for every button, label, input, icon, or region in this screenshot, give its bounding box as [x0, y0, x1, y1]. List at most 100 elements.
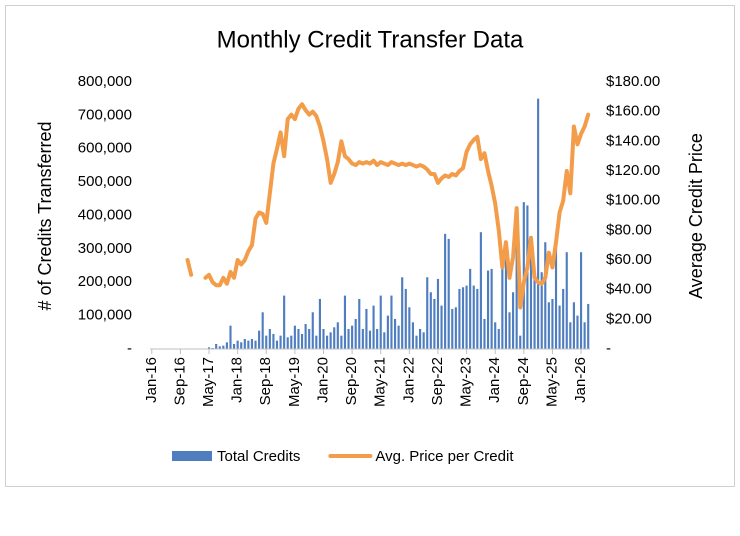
bar	[340, 335, 343, 349]
bar	[293, 325, 296, 349]
x-tick-label: Jan-22	[400, 357, 417, 403]
bar	[533, 275, 536, 349]
bar	[504, 248, 508, 349]
bar	[383, 332, 386, 349]
y2-axis-title: Average Credit Price	[686, 133, 706, 299]
legend-label: Total Credits	[217, 448, 300, 465]
bar	[426, 277, 429, 349]
bar	[386, 315, 389, 349]
y-tick-label: 300,000	[78, 240, 132, 257]
bar	[551, 298, 554, 349]
y-tick-label: -	[127, 340, 132, 357]
bar	[529, 242, 533, 349]
bar	[554, 242, 558, 349]
bar	[275, 340, 279, 349]
bar	[415, 335, 418, 349]
bar	[232, 343, 236, 349]
bar	[408, 307, 411, 349]
bar	[265, 335, 268, 349]
bar	[240, 342, 243, 349]
bar	[243, 338, 246, 349]
bar	[286, 337, 289, 349]
bar	[444, 233, 447, 349]
x-tick-label: Jan-26	[572, 357, 589, 403]
bar	[229, 325, 232, 349]
x-tick-label: Jan-24	[486, 357, 503, 403]
bar	[469, 268, 472, 349]
x-tick-label: Sep-24	[515, 357, 532, 405]
bar	[454, 307, 457, 349]
bar	[343, 295, 347, 349]
chart-title: Monthly Credit Transfer Data	[217, 26, 524, 53]
bar	[354, 318, 357, 349]
bar	[372, 305, 375, 349]
bar	[283, 295, 286, 349]
bar	[515, 238, 518, 349]
x-tick-label: Sep-20	[343, 357, 360, 405]
bar	[397, 325, 400, 349]
bar	[537, 98, 540, 349]
bar	[318, 298, 321, 349]
bar	[336, 322, 339, 349]
bar	[576, 315, 579, 349]
y2-tick-label: $40.00	[606, 281, 652, 298]
bar	[458, 288, 461, 349]
bar	[436, 278, 440, 349]
bar	[351, 325, 354, 349]
bar	[361, 328, 364, 349]
bar	[569, 322, 572, 349]
bar	[333, 327, 336, 349]
y2-tick-label: $60.00	[606, 251, 652, 268]
bar	[583, 322, 586, 349]
bar	[411, 322, 414, 349]
bar	[215, 343, 218, 349]
bar	[258, 330, 261, 349]
bar	[508, 312, 511, 349]
bar	[540, 272, 543, 349]
bar	[390, 295, 393, 349]
bar	[451, 308, 454, 349]
bar	[419, 328, 422, 349]
bar	[476, 288, 479, 349]
bar	[326, 335, 329, 349]
x-tick-label: Jan-16	[143, 357, 160, 403]
bar	[486, 270, 490, 349]
bar	[272, 333, 275, 349]
x-tick-label: Sep-16	[171, 357, 188, 405]
bar	[429, 292, 432, 349]
bar	[308, 328, 311, 349]
y-tick-label: 700,000	[78, 106, 132, 123]
bar	[358, 298, 361, 349]
x-tick-label: May-25	[543, 357, 560, 407]
bar	[207, 347, 211, 349]
bar	[422, 332, 425, 349]
bar	[247, 340, 250, 349]
bar	[261, 312, 264, 349]
bar	[365, 308, 368, 349]
bar	[347, 328, 350, 349]
bar	[211, 347, 214, 349]
bar	[304, 323, 307, 349]
price-line	[185, 102, 591, 310]
bar	[461, 287, 465, 349]
y2-tick-label: $120.00	[606, 162, 660, 179]
bar	[440, 305, 443, 349]
bar	[290, 335, 293, 349]
legend-label: Avg. Price per Credit	[375, 448, 514, 465]
bar	[483, 318, 486, 349]
bar	[379, 295, 382, 349]
legend-swatch	[172, 451, 212, 461]
bar	[465, 285, 468, 349]
bar	[587, 303, 590, 349]
bar	[565, 252, 568, 349]
x-tick-label: Sep-18	[257, 357, 274, 405]
bar	[329, 332, 332, 349]
bar	[322, 328, 325, 349]
bar	[433, 298, 436, 349]
x-tick-label: May-23	[458, 357, 475, 407]
bar	[572, 302, 575, 349]
bar	[526, 205, 529, 349]
bar	[218, 346, 221, 349]
bar	[393, 318, 397, 349]
